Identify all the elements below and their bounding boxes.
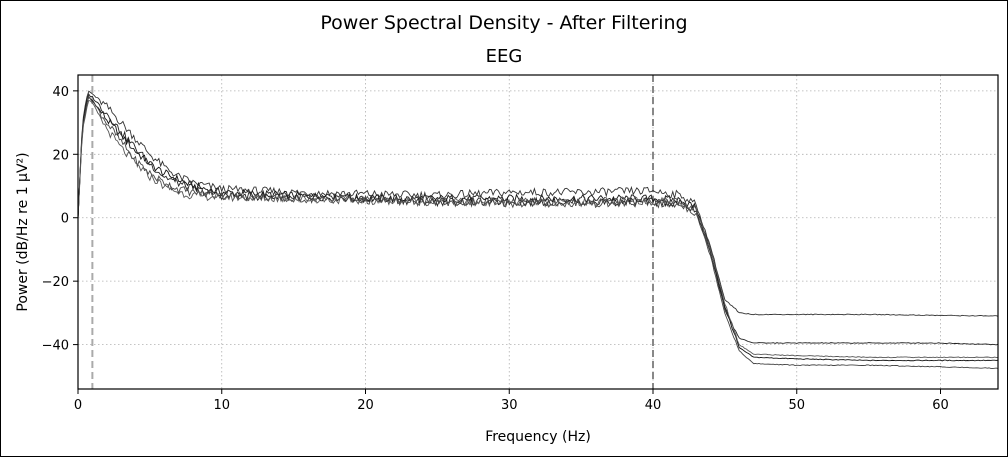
psd-line-2 [77,90,999,317]
x-tick-label: 30 [501,398,518,413]
y-axis-label: Power (dB/Hz re 1 µV²) [15,152,31,311]
y-tick-label: −20 [42,275,69,290]
filter-cutoff-lines [91,75,654,389]
x-tick-label: 60 [932,398,949,413]
y-ticks: −40 −20 0 20 40 [42,85,78,354]
y-tick-label: 20 [52,148,69,163]
y-tick-label: −40 [42,339,69,354]
psd-line-4 [77,95,999,369]
psd-line-1 [77,96,999,362]
x-tick-label: 10 [213,398,230,413]
x-ticks: 0 10 20 30 40 50 60 [74,389,949,413]
psd-series [77,90,999,369]
psd-line-5 [77,99,999,359]
figure-suptitle: Power Spectral Density - After Filtering [320,12,688,34]
x-tick-label: 20 [357,398,374,413]
x-tick-label: 50 [788,398,805,413]
axes-frame [77,74,999,390]
x-tick-label: 0 [74,398,82,413]
axes-title: EEG [485,46,523,67]
grid [77,75,998,389]
x-tick-label: 40 [645,398,662,413]
y-tick-label: 0 [61,212,69,227]
x-axis-label: Frequency (Hz) [485,429,591,445]
y-tick-label: 40 [52,85,69,100]
psd-line-3 [77,93,999,346]
